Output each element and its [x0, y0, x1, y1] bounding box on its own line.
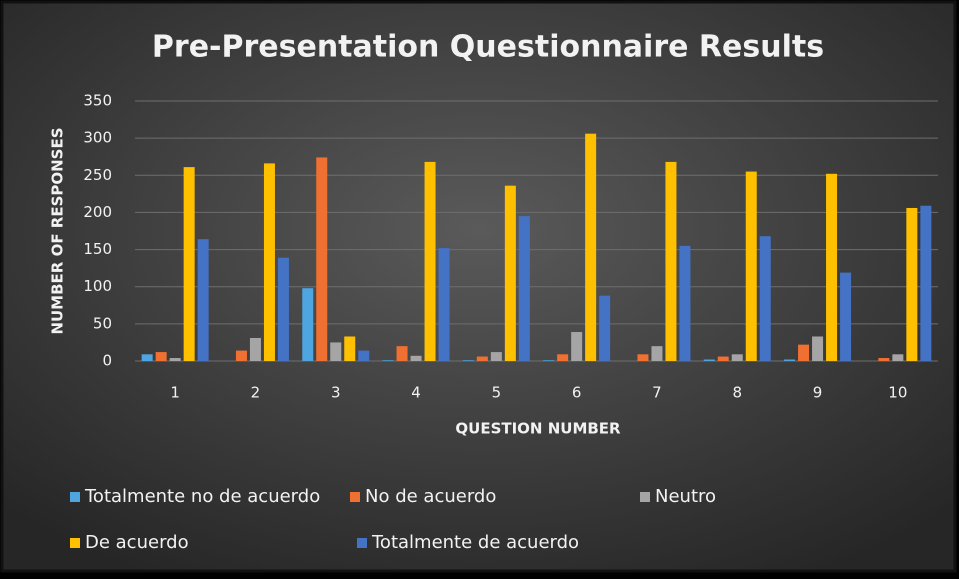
bar: [302, 288, 314, 361]
bar: [731, 354, 743, 361]
y-tick-label: 50: [93, 314, 112, 332]
bar: [424, 161, 436, 361]
legend-swatch: [357, 538, 367, 548]
chart-title: Pre-Presentation Questionnaire Results: [152, 30, 824, 65]
legend-label: No de acuerdo: [365, 486, 496, 507]
legend-label: Neutro: [655, 486, 716, 507]
bar: [438, 248, 450, 361]
bar: [906, 207, 918, 361]
bar: [745, 171, 757, 361]
y-tick-label: 250: [83, 166, 112, 184]
bar: [759, 236, 771, 361]
bar: [812, 336, 824, 361]
bar: [892, 354, 904, 361]
bar: [504, 185, 516, 361]
bar: [571, 332, 583, 361]
y-tick-label: 100: [83, 277, 112, 295]
bar: [637, 354, 649, 361]
bar: [462, 360, 474, 361]
bar: [717, 356, 729, 361]
x-tick-label: 7: [652, 384, 662, 402]
legend-swatch: [70, 492, 80, 502]
bar: [141, 354, 153, 361]
bar: [277, 257, 289, 361]
bar: [249, 337, 261, 361]
x-tick-label: 2: [251, 384, 261, 402]
y-tick-label: 0: [102, 352, 112, 370]
legend-label: De acuerdo: [85, 532, 189, 553]
bar: [358, 350, 370, 361]
bar: [183, 167, 195, 361]
y-axis-title: NUMBER OF RESPONSES: [49, 127, 67, 334]
bar: [197, 239, 209, 361]
bar: [410, 355, 422, 361]
x-tick-label: 8: [732, 384, 742, 402]
bar: [344, 336, 356, 361]
bar: [878, 358, 890, 361]
x-tick-label: 5: [492, 384, 502, 402]
bar: [169, 358, 181, 361]
bar: [784, 359, 796, 361]
bar: [665, 161, 677, 361]
y-tick-label: 200: [83, 203, 112, 221]
x-tick-label: 9: [813, 384, 823, 402]
bar: [798, 344, 810, 361]
bar: [382, 360, 394, 361]
bar: [316, 157, 328, 361]
y-tick-label: 350: [83, 92, 112, 110]
x-tick-label: 6: [572, 384, 582, 402]
bar: [490, 352, 502, 361]
bar: [543, 360, 555, 361]
bar: [585, 133, 597, 361]
bar: [476, 356, 488, 361]
bar: [920, 205, 932, 361]
legend-label: Totalmente de acuerdo: [371, 532, 579, 553]
y-tick-label: 150: [83, 240, 112, 258]
bar: [263, 163, 275, 361]
x-axis-title: QUESTION NUMBER: [455, 420, 621, 438]
bar: [840, 272, 852, 361]
x-tick-label: 10: [888, 384, 907, 402]
bar: [826, 173, 838, 361]
bar: [235, 350, 247, 361]
x-tick-label: 4: [411, 384, 421, 402]
legend-label: Totalmente no de acuerdo: [84, 486, 320, 507]
x-tick-label: 3: [331, 384, 341, 402]
bar: [396, 346, 408, 361]
bar: [679, 245, 691, 361]
y-tick-label: 300: [83, 129, 112, 147]
bar: [518, 216, 530, 361]
bar: [155, 352, 167, 361]
bar: [703, 359, 715, 361]
bar: [557, 354, 569, 361]
bar: [330, 342, 342, 361]
legend-swatch: [640, 492, 650, 502]
bar: [599, 295, 611, 361]
legend-swatch: [350, 492, 360, 502]
x-tick-label: 1: [170, 384, 180, 402]
bar: [651, 346, 663, 361]
legend-swatch: [70, 538, 80, 548]
